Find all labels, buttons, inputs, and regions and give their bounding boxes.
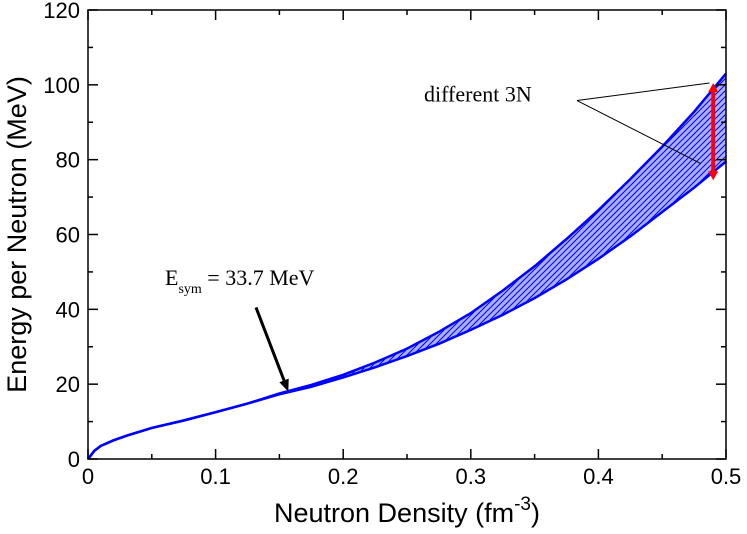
- x-axis-title: Neutron Density (fm-3): [274, 494, 540, 528]
- x-axis-title-main: Neutron Density (fm: [274, 498, 514, 528]
- y-tick-label: 120: [43, 0, 80, 23]
- red-arrowhead-bottom: [708, 171, 719, 181]
- x-axis-title-end: ): [531, 498, 540, 528]
- esym-arrowhead: [279, 378, 289, 392]
- x-tick-label: 0.1: [200, 464, 231, 489]
- axis-ticks: [87, 9, 727, 460]
- red-arrowhead-top: [708, 82, 719, 92]
- y-tick-label: 20: [56, 372, 80, 397]
- x-tick-label: 0.4: [583, 464, 614, 489]
- y-axis-title: Energy per Neutron (MeV): [2, 76, 32, 393]
- esym-value: = 33.7 MeV: [202, 265, 315, 290]
- y-tick-label: 80: [56, 148, 80, 173]
- y-tick-label: 60: [56, 223, 80, 248]
- uncertainty-band: [87, 72, 727, 460]
- band-lower-line: [87, 160, 727, 460]
- x-tick-label: 0.5: [711, 464, 742, 489]
- x-axis-title-sup: -3: [514, 494, 531, 515]
- x-tick-label: 0.2: [328, 464, 359, 489]
- y-tick-label: 0: [68, 447, 80, 472]
- y-tick-label: 100: [43, 73, 80, 98]
- annotation-different-3n: different 3N: [424, 82, 719, 181]
- esym-subscript: sym: [178, 282, 201, 297]
- annotation-esym: Esym = 33.7 MeV: [165, 265, 315, 392]
- annotation-esym-label: Esym = 33.7 MeV: [165, 265, 315, 297]
- esym-arrow-shaft: [254, 306, 286, 381]
- annotation-different-3n-label: different 3N: [424, 82, 532, 107]
- annotation-leader-line-upper: [576, 82, 710, 102]
- band-upper-line: [87, 72, 727, 460]
- esym-E: E: [165, 265, 178, 290]
- annotation-leader-line-lower: [576, 100, 701, 164]
- y-tick-label: 40: [56, 297, 80, 322]
- band-fill: [88, 73, 726, 459]
- x-tick-label: 0: [82, 464, 94, 489]
- x-tick-label: 0.3: [456, 464, 487, 489]
- axis-tick-labels: 0 0.1 0.2 0.3 0.4 0.5 0 20 40 60 80 100 120: [43, 0, 741, 489]
